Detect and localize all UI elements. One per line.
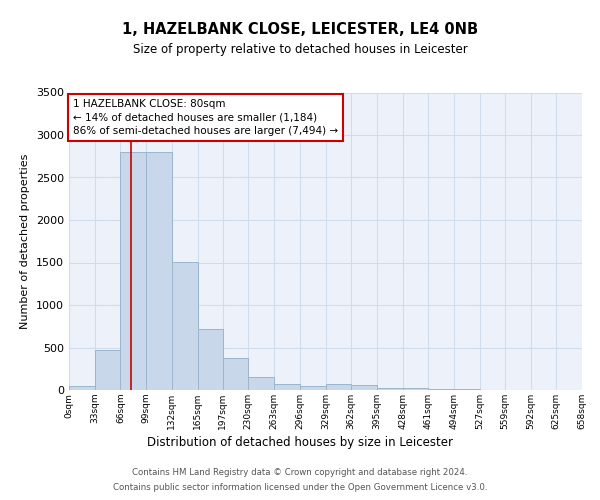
Bar [248, 377, 274, 390]
Bar [95, 350, 121, 390]
Bar [351, 386, 377, 390]
Bar [428, 388, 454, 390]
Text: 1, HAZELBANK CLOSE, LEICESTER, LE4 0NB: 1, HAZELBANK CLOSE, LEICESTER, LE4 0NB [122, 22, 478, 38]
Text: Contains HM Land Registry data © Crown copyright and database right 2024.: Contains HM Land Registry data © Crown c… [132, 468, 468, 477]
Y-axis label: Number of detached properties: Number of detached properties [20, 154, 31, 329]
Text: Distribution of detached houses by size in Leicester: Distribution of detached houses by size … [147, 436, 453, 449]
Text: 1 HAZELBANK CLOSE: 80sqm
← 14% of detached houses are smaller (1,184)
86% of sem: 1 HAZELBANK CLOSE: 80sqm ← 14% of detach… [73, 100, 338, 136]
Bar [274, 384, 300, 390]
Bar [377, 388, 403, 390]
Text: Contains public sector information licensed under the Open Government Licence v3: Contains public sector information licen… [113, 483, 487, 492]
Bar [146, 152, 172, 390]
Bar [172, 262, 197, 390]
Bar [403, 388, 428, 390]
Text: Size of property relative to detached houses in Leicester: Size of property relative to detached ho… [133, 42, 467, 56]
Bar [121, 152, 146, 390]
Bar [454, 389, 480, 390]
Bar [325, 384, 351, 390]
Bar [197, 329, 223, 390]
Bar [223, 358, 248, 390]
Bar [300, 386, 325, 390]
Bar [69, 386, 95, 390]
